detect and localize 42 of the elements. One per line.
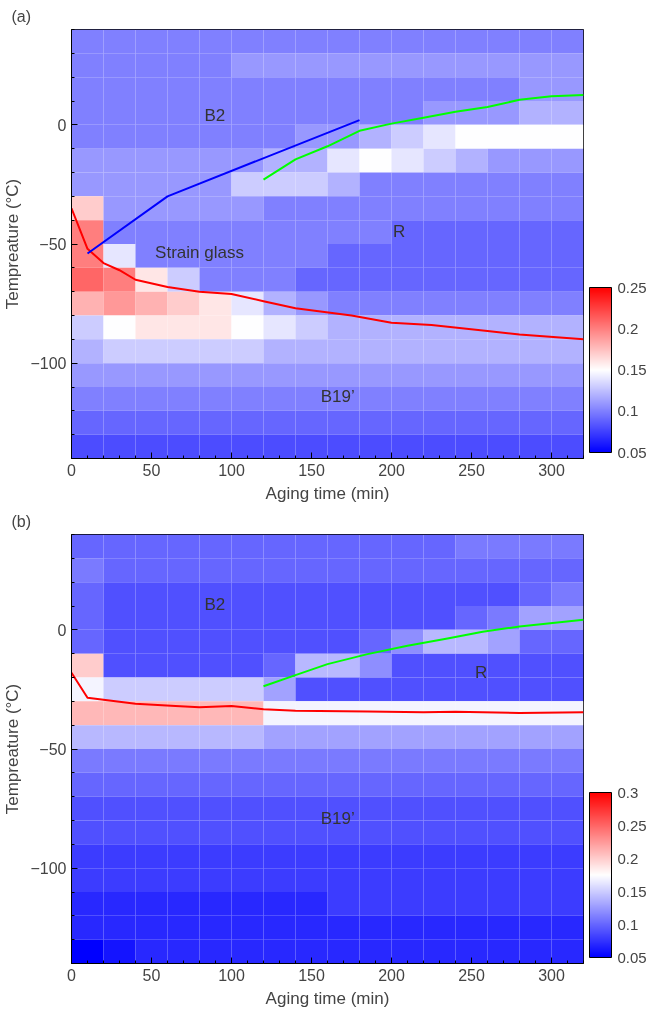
x-tick-label: 300 [538,461,565,479]
x-tick-label: 150 [298,461,325,479]
x-tick-label: 100 [218,966,245,984]
color-bar-label: 0.2 [617,849,639,867]
y-axis-title: Tempreature (°C) [3,178,23,310]
y-tick-label: −50 [39,741,67,758]
color-bar-label: 0.05 [617,948,647,966]
y-tick-label: 0 [57,116,67,134]
annotation: B2 [204,105,226,125]
annotation: R [474,663,488,683]
x-tick-label: 50 [142,461,161,479]
chart-title: (a) [11,7,32,25]
x-axis-title: Aging time (min) [265,988,390,1008]
color-bar-label: 0.05 [617,443,647,461]
x-tick-label: 250 [458,966,485,984]
x-axis-title: Aging time (min) [265,483,390,503]
x-tick-label: 300 [538,966,565,984]
annotation: B2 [204,595,226,615]
x-tick-label: 200 [378,966,405,984]
y-tick-label: −50 [39,236,67,253]
y-tick-label: 0 [57,621,67,639]
color-bar-label: 0.2 [617,319,639,337]
color-bar-label: 0.1 [617,915,639,933]
color-bar-label: 0.3 [617,783,639,801]
color-bar-label: 0.25 [617,278,647,296]
x-tick-label: 200 [378,461,405,479]
annotation: R [393,221,406,241]
y-tick-label: −100 [30,860,67,878]
chart-title: (b) [11,512,32,530]
color-bar-label: 0.25 [617,816,647,834]
y-tick-label: −100 [30,355,67,373]
color-bar-label: 0.1 [617,402,639,420]
annotation: B19’ [320,386,355,406]
x-tick-label: 250 [458,461,485,479]
color-bar-label: 0.15 [617,882,647,900]
x-tick-label: 100 [218,461,245,479]
color-bar-label: 0.15 [617,361,647,378]
y-axis-title: Tempreature (°C) [3,683,23,815]
annotation: Strain glass [155,243,244,263]
x-tick-label: 150 [298,966,325,984]
annotation: B19’ [320,808,355,828]
x-tick-label: 50 [142,966,161,984]
